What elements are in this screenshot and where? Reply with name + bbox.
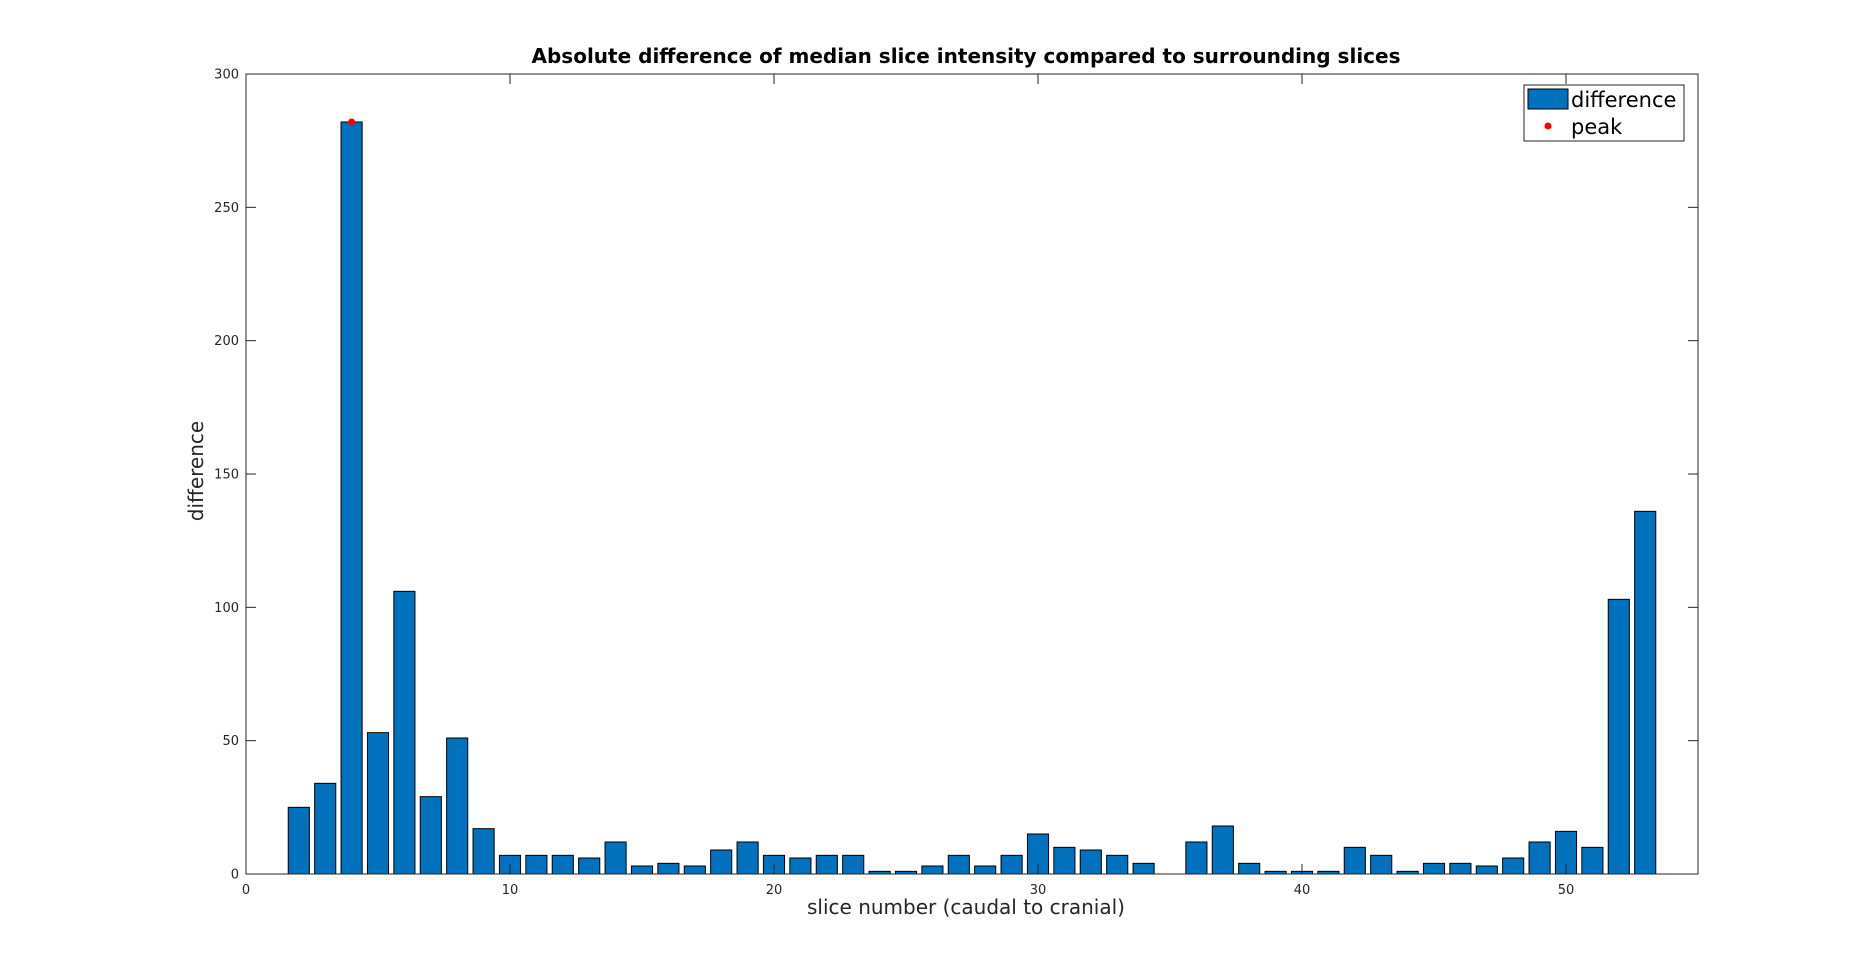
- bar-slice-5: [366, 732, 390, 875]
- bar-slice-22: [815, 854, 838, 875]
- y-tick-label: 200: [214, 334, 239, 349]
- bar-series-difference: [287, 121, 1657, 875]
- bar-slice-37: [1211, 825, 1234, 875]
- bar-slice-14: [604, 841, 627, 875]
- bar-slice-38: [1238, 862, 1261, 875]
- bar-slice-53: [1634, 510, 1657, 875]
- x-tick-label: 10: [502, 883, 519, 898]
- bar-slice-33: [1106, 854, 1129, 875]
- legend: difference peak: [1523, 84, 1685, 142]
- x-axis-label: slice number (caudal to cranial): [807, 895, 1125, 919]
- legend-swatch-difference: [1527, 88, 1569, 110]
- bar-slice-43: [1370, 854, 1393, 875]
- bar-slice-29: [1000, 854, 1023, 875]
- bar-slice-23: [842, 854, 865, 875]
- bar-slice-4: [340, 121, 363, 875]
- bar-slice-12: [551, 854, 574, 875]
- y-tick-label: 0: [231, 868, 239, 883]
- y-tick-label: 300: [214, 68, 239, 83]
- x-tick-label: 30: [1030, 883, 1047, 898]
- axes-background: [246, 74, 1698, 874]
- legend-swatch-peak: [1544, 122, 1552, 130]
- bar-slice-11: [525, 854, 548, 875]
- bar-slice-31: [1053, 846, 1076, 875]
- bar-slice-3: [314, 782, 337, 875]
- bar-slice-52: [1607, 598, 1630, 875]
- bar-slice-32: [1079, 849, 1102, 875]
- x-tick-label: 40: [1294, 883, 1311, 898]
- bar-slice-2: [287, 806, 310, 875]
- bar-slice-6: [393, 590, 416, 875]
- y-tick-labels: 0 50 100 150 200 250 300: [214, 68, 239, 883]
- legend-label-difference: difference: [1571, 88, 1676, 112]
- legend-label-peak: peak: [1571, 115, 1623, 139]
- bar-slice-7: [419, 796, 442, 875]
- peak-marker-4: [348, 118, 356, 126]
- bar-slice-46: [1449, 862, 1472, 875]
- bar-slice-34: [1132, 862, 1155, 875]
- axis-ticks: [245, 73, 1698, 875]
- x-tick-label: 50: [1558, 883, 1575, 898]
- bar-slice-18: [710, 849, 733, 875]
- bar-slice-36: [1185, 841, 1208, 875]
- bar-slice-15: [630, 865, 654, 875]
- y-tick-label: 100: [214, 601, 239, 616]
- bar-slice-17: [683, 865, 706, 875]
- bar-slice-8: [446, 737, 469, 875]
- bar-slice-16: [657, 862, 680, 875]
- bar-slice-21: [789, 857, 812, 875]
- y-tick-label: 150: [214, 468, 239, 483]
- bar-slice-51: [1581, 846, 1604, 875]
- bar-slice-19: [736, 841, 759, 875]
- y-tick-label: 250: [214, 201, 239, 216]
- x-tick-labels: 0 10 20 30 40 50: [242, 883, 1574, 898]
- bar-slice-26: [921, 865, 944, 875]
- bar-slice-49: [1528, 841, 1551, 875]
- bar-slice-48: [1502, 857, 1525, 875]
- x-tick-label: 0: [242, 883, 250, 898]
- bar-slice-42: [1343, 846, 1366, 875]
- bar-slice-27: [947, 854, 970, 875]
- y-tick-label: 50: [222, 734, 239, 749]
- bar-slice-45: [1422, 862, 1446, 875]
- plot-area: 0 10 20 30 40 50 0 50 100 150 200 250 300: [214, 68, 1699, 898]
- bar-slice-13: [578, 857, 601, 875]
- bar-slice-47: [1475, 865, 1498, 875]
- scatter-series-peak: [348, 118, 356, 126]
- chart-title: Absolute difference of median slice inte…: [532, 44, 1401, 68]
- bar-slice-28: [974, 865, 997, 875]
- bar-slice-9: [472, 828, 495, 875]
- y-axis-label: difference: [184, 421, 208, 521]
- x-tick-label: 20: [766, 883, 783, 898]
